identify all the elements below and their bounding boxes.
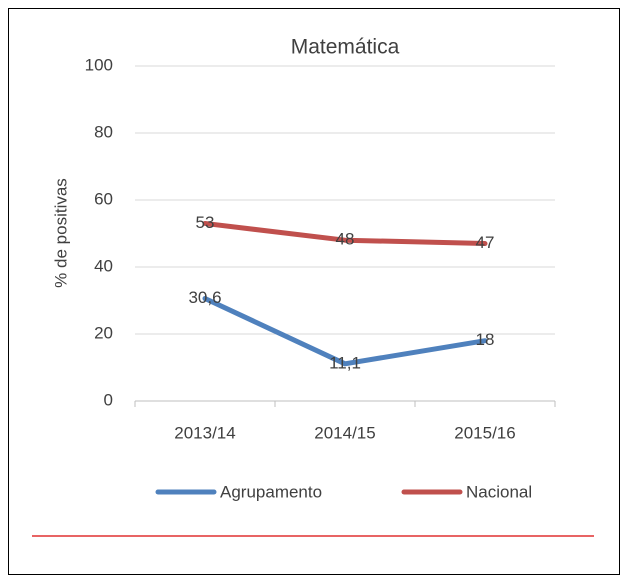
line-series (202, 295, 488, 367)
y-tick-label: 100 (85, 55, 113, 74)
y-tick-label: 40 (94, 256, 113, 275)
x-tick-label: 2014/15 (314, 423, 375, 442)
data-label: 30,6 (188, 288, 221, 307)
legend-label: Agrupamento (220, 482, 322, 501)
y-axis-label: % de positivas (51, 178, 70, 288)
data-label: 11,1 (329, 353, 361, 372)
line-series (202, 220, 488, 247)
y-tick-label: 0 (104, 390, 113, 409)
y-tick-label: 60 (94, 189, 113, 208)
chart-border (8, 8, 620, 575)
data-label: 53 (196, 213, 215, 232)
data-label: 18 (476, 330, 495, 349)
x-tick-label: 2013/14 (174, 423, 235, 442)
data-label: 48 (336, 230, 355, 249)
y-tick-label: 80 (94, 122, 113, 141)
data-label: 47 (476, 233, 495, 252)
chart-title: Matemática (291, 36, 400, 59)
x-tick-label: 2015/16 (454, 423, 515, 442)
y-tick-label: 20 (94, 323, 113, 342)
legend-label: Nacional (466, 482, 532, 501)
